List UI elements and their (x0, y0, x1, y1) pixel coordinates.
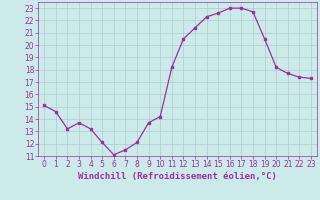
X-axis label: Windchill (Refroidissement éolien,°C): Windchill (Refroidissement éolien,°C) (78, 172, 277, 181)
